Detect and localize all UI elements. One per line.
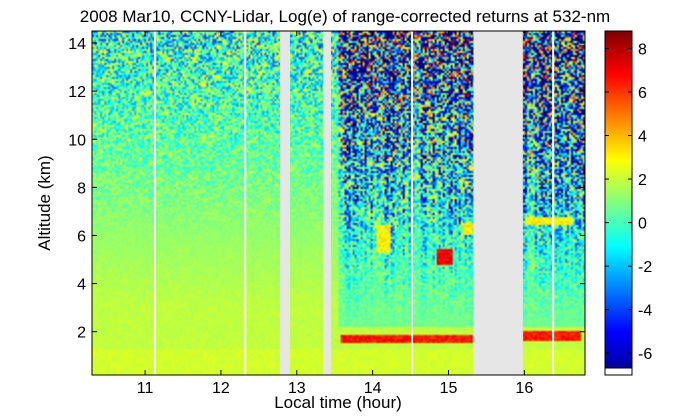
colorbar-tick-label: 8 [638, 41, 647, 58]
x-tick-label: 15 [440, 380, 458, 397]
colorbar-tick-label: 6 [638, 85, 647, 102]
x-tick-label: 12 [212, 380, 230, 397]
colorbar-tick-label: 2 [638, 172, 647, 189]
x-tick-label: 11 [137, 380, 154, 397]
x-tick-label: 16 [515, 380, 533, 397]
y-axis-label: Altitude (km) [35, 155, 54, 250]
colorbar-endcap [604, 367, 633, 376]
y-tick-label: 14 [68, 36, 86, 53]
plot-frame [91, 30, 586, 376]
data-gap [280, 31, 290, 375]
colorbar-ticks: -6 -4 -2 0 2 4 6 8 [605, 41, 652, 363]
data-gap [323, 31, 331, 375]
y-tick-label: 4 [77, 277, 86, 294]
colorbar-tick-label: -4 [638, 303, 652, 320]
colorbar-tick-label: 0 [638, 216, 647, 233]
y-tick-label: 6 [77, 228, 86, 245]
data-gaps [280, 31, 523, 375]
plot-area [92, 31, 585, 375]
colorbar-tick-label: 4 [638, 129, 647, 146]
x-axis: 11 12 13 14 15 16 [137, 31, 533, 397]
y-axis: 2 4 6 8 10 12 14 [68, 36, 585, 342]
x-axis-label: Local time (hour) [274, 393, 402, 412]
data-gap [473, 31, 523, 375]
x-tick-label: 14 [364, 380, 382, 397]
y-tick-label: 10 [68, 132, 86, 149]
chart-title: 2008 Mar10, CCNY-Lidar, Log(e) of range-… [80, 7, 610, 26]
y-tick-label: 2 [77, 325, 86, 342]
x-tick-label: 13 [288, 380, 306, 397]
y-tick-label: 12 [68, 84, 86, 101]
colorbar-tick-label: -6 [638, 346, 652, 363]
y-tick-label: 8 [77, 180, 86, 197]
colorbar-gradient [604, 30, 633, 376]
colorbar: -6 -4 -2 0 2 4 6 8 [604, 30, 652, 376]
colorbar-tick-label: -2 [638, 259, 652, 276]
separator-lines [153, 31, 555, 375]
